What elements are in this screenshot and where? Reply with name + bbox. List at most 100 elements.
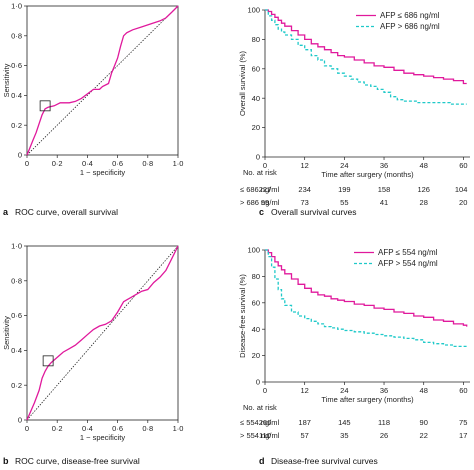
series-line-low-afp	[265, 249, 468, 327]
reference-diagonal	[26, 5, 179, 156]
panel-label: d	[259, 456, 265, 466]
y-axis-label: Disease-free survival (%)	[238, 274, 247, 358]
panel-caption: Overall survival curves	[271, 207, 357, 217]
x-tick-label: 60	[459, 161, 467, 170]
legend-entry: AFP > 554 ng/ml	[378, 259, 438, 268]
y-tick-label: 0	[256, 378, 260, 387]
x-tick-label: 24	[340, 386, 348, 395]
y-tick-label: 0	[256, 153, 260, 162]
y-tick-label: 20	[252, 123, 260, 132]
y-axis-label: Sensitivity	[2, 316, 11, 350]
risk-count: 57	[301, 431, 309, 440]
x-tick-label: 48	[420, 161, 428, 170]
panel-b-roc-disease-free: 0 0·2 0·4 0·6 0·8 1·0 0 0·2 0·4 0·6 0·8 1·0 1 − spec…	[2, 242, 183, 466]
risk-row-label: > 554 ng/ml	[240, 431, 280, 440]
legend-entry: AFP ≤ 554 ng/ml	[378, 248, 438, 257]
x-tick-label: 0·4	[82, 424, 93, 433]
panel-c-overall-survival: 0 12 24 36 48 60 0 20 40 60 80 100 Time after surger…	[238, 6, 470, 217]
panel-label: a	[3, 207, 9, 217]
y-tick-label: 40	[252, 94, 260, 103]
x-tick-label: 0·2	[52, 159, 63, 168]
risk-count: 90	[420, 418, 428, 427]
risk-count: 28	[420, 198, 428, 207]
risk-count: 99	[261, 198, 269, 207]
plot-frame	[26, 245, 179, 421]
plot-frame	[26, 5, 179, 156]
x-tick-label: 24	[340, 161, 348, 170]
y-tick-label: 1·0	[11, 2, 22, 11]
risk-count: 26	[380, 431, 388, 440]
risk-count: 199	[338, 185, 351, 194]
risk-count: 20	[459, 198, 467, 207]
y-tick-label: 60	[252, 298, 260, 307]
y-tick-label: 60	[252, 64, 260, 73]
risk-count: 126	[417, 185, 430, 194]
risk-count: 118	[378, 418, 390, 427]
x-tick-label: 0·4	[82, 159, 93, 168]
y-tick-label: 80	[252, 272, 260, 281]
risk-row-label: > 686 ng/ml	[240, 198, 280, 207]
x-tick-label: 0·8	[142, 424, 153, 433]
series-line-high-afp	[265, 249, 467, 348]
risk-row-label: ≤ 686 ng/ml	[240, 185, 279, 194]
y-tick-label: 100	[247, 246, 260, 255]
cutoff-marker	[42, 355, 54, 367]
y-tick-label: 0·6	[11, 311, 22, 320]
x-tick-label: 12	[301, 386, 309, 395]
y-tick-label: 40	[252, 325, 260, 334]
y-tick-label: 0	[18, 151, 22, 160]
x-tick-label: 48	[420, 386, 428, 395]
panel-caption: ROC curve, overall survival	[15, 207, 118, 217]
x-tick-label: 36	[380, 161, 388, 170]
risk-count: 145	[338, 418, 351, 427]
x-axis-label: Time after surgery (months)	[321, 395, 414, 404]
y-axis-label: Overall survival (%)	[238, 50, 247, 116]
x-tick-label: 0·6	[112, 424, 123, 433]
risk-count: 55	[340, 198, 348, 207]
risk-row-label: ≤ 554 ng/ml	[240, 418, 279, 427]
y-tick-label: 0·2	[11, 381, 22, 390]
x-tick-label: 0·8	[142, 159, 153, 168]
risk-count: 234	[298, 185, 311, 194]
x-tick-label: 0·2	[52, 424, 63, 433]
series-line-low-afp	[265, 9, 467, 85]
y-tick-label: 0·2	[11, 121, 22, 130]
y-tick-label: 0·4	[11, 91, 22, 100]
y-tick-label: 100	[247, 6, 260, 15]
risk-count: 158	[378, 185, 391, 194]
x-tick-label: 60	[459, 386, 467, 395]
x-axis-label: 1 − specificity	[80, 433, 125, 442]
x-tick-label: 12	[301, 161, 309, 170]
risk-count: 41	[380, 198, 388, 207]
panel-caption: ROC curve, disease-free survival	[15, 456, 140, 466]
risk-count: 17	[459, 431, 467, 440]
panel-d-disease-free-survival: 0 12 24 36 48 60 0 20 40 60 80 100 Time after surger…	[238, 246, 470, 466]
x-tick-label: 0	[25, 159, 29, 168]
cutoff-marker	[39, 100, 51, 112]
y-tick-label: 0	[18, 416, 22, 425]
x-tick-label: 0	[25, 424, 29, 433]
roc-curve	[26, 5, 179, 156]
legend-entry: AFP ≤ 686 ng/ml	[380, 11, 440, 20]
risk-table-title: No. at risk	[243, 403, 277, 412]
x-tick-label: 0	[263, 161, 267, 170]
x-axis-label: 1 − specificity	[80, 168, 125, 177]
panel-label: c	[259, 207, 264, 217]
x-tick-label: 0	[263, 386, 267, 395]
risk-count: 110	[259, 431, 271, 440]
risk-count: 73	[301, 198, 309, 207]
panel-label: b	[3, 456, 9, 466]
roc-curve	[26, 245, 179, 421]
x-tick-label: 1·0	[173, 424, 184, 433]
legend-entry: AFP > 686 ng/ml	[380, 22, 440, 31]
x-tick-label: 36	[380, 386, 388, 395]
reference-diagonal	[26, 245, 179, 421]
risk-count: 22	[420, 431, 428, 440]
risk-count: 35	[340, 431, 348, 440]
x-tick-label: 1·0	[173, 159, 184, 168]
risk-count: 187	[298, 418, 311, 427]
y-tick-label: 0·8	[11, 31, 22, 40]
y-tick-label: 80	[252, 35, 260, 44]
risk-count: 266	[259, 418, 272, 427]
